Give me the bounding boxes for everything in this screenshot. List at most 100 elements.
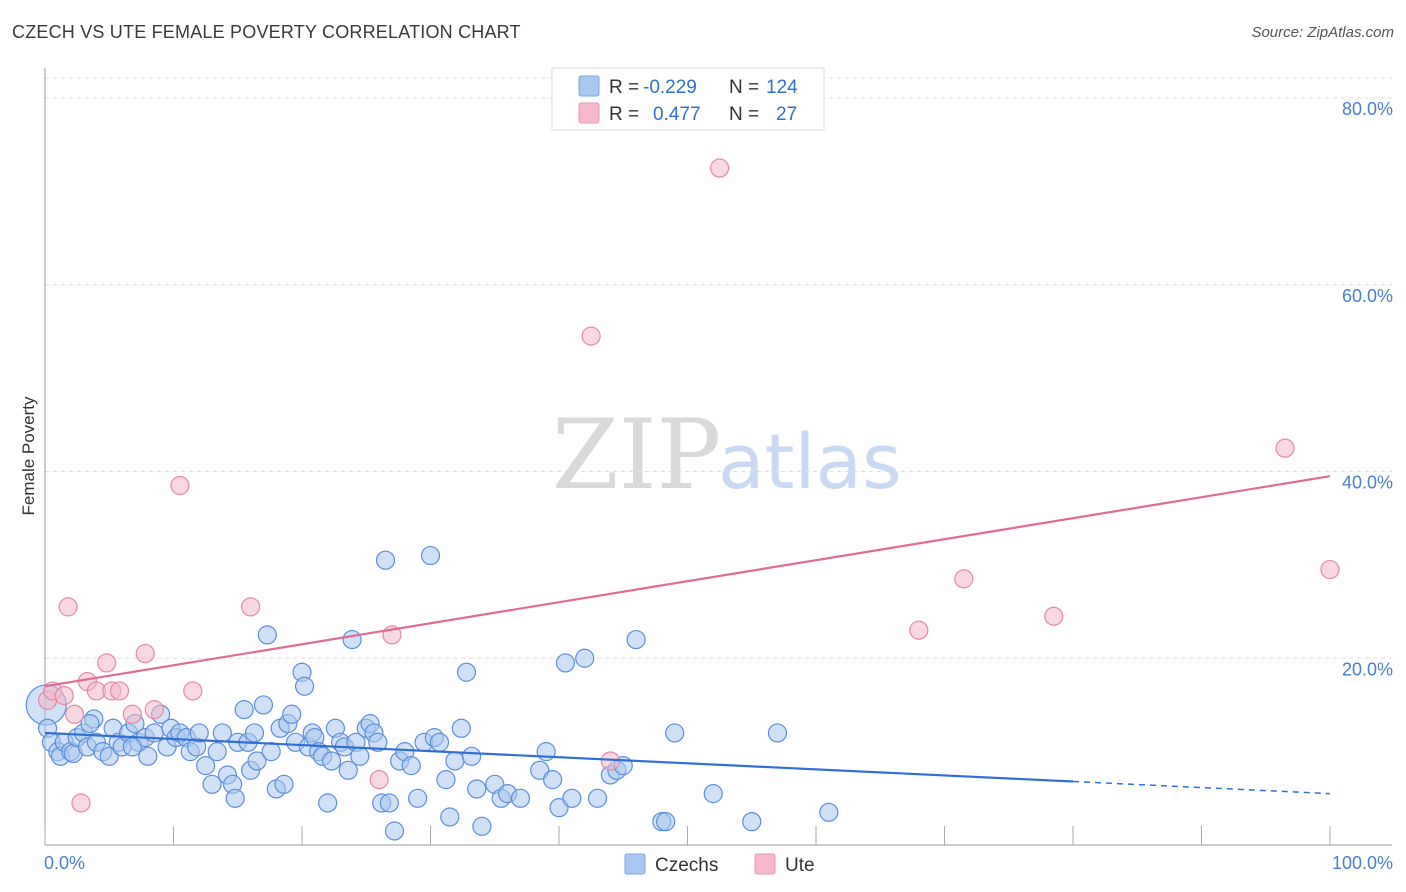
point-ute-26 (1320, 559, 1340, 580)
point-ute-19 (581, 326, 601, 346)
point-czechs-35 (207, 742, 227, 762)
point-czechs-103 (555, 653, 576, 673)
point-czechs-14 (99, 746, 119, 766)
bottom-legend-label-czechs: Czechs (655, 855, 718, 876)
y-tick-label-1: 40.0% (1342, 473, 1393, 493)
point-czechs-105 (575, 648, 595, 668)
point-czechs-41 (234, 700, 254, 720)
bottom-legend-label-ute: Ute (785, 855, 815, 876)
point-czechs-77 (379, 793, 399, 813)
legend-n-label-ute: N = (729, 104, 759, 125)
point-czechs-81 (401, 756, 421, 776)
point-czechs-32 (189, 723, 209, 743)
point-czechs-62 (318, 793, 338, 813)
point-czechs-118 (80, 714, 100, 734)
point-ute-23 (954, 569, 974, 589)
point-czechs-63 (321, 751, 342, 771)
point-czechs-36 (212, 723, 232, 743)
point-czechs-90 (451, 718, 471, 738)
legend-swatch-ute (578, 102, 600, 124)
point-ute-11 (122, 704, 142, 724)
point-czechs-76 (375, 550, 396, 570)
point-czechs-106 (587, 788, 608, 808)
legend-swatch-czechs (578, 75, 600, 97)
point-czechs-74 (368, 732, 388, 752)
point-czechs-98 (510, 788, 531, 808)
point-czechs-78 (384, 821, 405, 841)
chart-title: CZECH VS UTE FEMALE POVERTY CORRELATION … (12, 22, 521, 42)
tick-labels: 20.0% 40.0% 60.0% 80.0% 0.0% 100.0% (44, 99, 1393, 873)
point-ute-25 (1275, 438, 1295, 458)
point-czechs-67 (338, 760, 358, 780)
point-czechs-113 (703, 784, 723, 804)
point-czechs-87 (436, 770, 456, 790)
point-czechs-34 (202, 774, 222, 794)
point-czechs-48 (261, 742, 281, 762)
point-czechs-68 (342, 629, 362, 650)
top-legend: R = -0.229 N = 124 R = 0.477 N = 27 (551, 67, 825, 131)
point-czechs-84 (420, 545, 441, 566)
point-czechs-101 (542, 770, 563, 790)
point-czechs-51 (274, 774, 294, 794)
point-ute-10 (109, 681, 130, 701)
point-czechs-39 (225, 788, 245, 808)
point-czechs-33 (196, 756, 216, 776)
legend-n-value-czechs: 124 (766, 77, 798, 98)
point-ute-16 (241, 597, 261, 617)
point-czechs-112 (665, 723, 685, 743)
point-czechs-70 (350, 746, 370, 766)
point-ute-4 (64, 704, 85, 724)
point-czechs-56 (294, 676, 315, 696)
point-czechs-89 (445, 751, 465, 771)
y-axis-label: Female Poverty (19, 396, 38, 516)
legend-n-value-ute: 27 (776, 104, 797, 125)
point-czechs-53 (282, 704, 302, 724)
x-tick-label-1: 100.0% (1332, 853, 1393, 873)
point-czechs-92 (462, 746, 482, 766)
point-czechs-119 (122, 737, 142, 757)
legend-r-value-ute: 0.477 (653, 104, 701, 125)
bottom-legend: Czechs Ute (624, 853, 815, 876)
point-ute-2 (54, 685, 74, 706)
source-label: Source: ZipAtlas.com (1251, 24, 1394, 41)
point-czechs-94 (472, 816, 492, 836)
bottom-legend-swatch-ute (754, 853, 776, 875)
point-czechs-104 (562, 788, 582, 808)
watermark-zip: ZIP (552, 399, 721, 511)
bottom-legend-swatch-czechs (624, 853, 646, 875)
legend-r-label-czechs: R = (609, 77, 639, 98)
point-czechs-117 (656, 812, 676, 832)
point-ute-17 (369, 770, 389, 790)
point-czechs-86 (429, 732, 450, 752)
watermark-atlas: atlas (718, 417, 902, 506)
point-ute-8 (97, 653, 117, 673)
point-ute-22 (909, 620, 929, 640)
y-tick-label-2: 60.0% (1342, 286, 1393, 306)
point-czechs-47 (257, 625, 277, 645)
point-czechs-44 (244, 723, 265, 743)
point-ute-13 (144, 700, 164, 720)
point-czechs-46 (253, 695, 274, 715)
trend-lines (44, 475, 1331, 795)
point-czechs-93 (467, 779, 487, 799)
point-ute-24 (1044, 606, 1064, 626)
point-ute-15 (183, 681, 203, 701)
point-czechs-116 (819, 802, 839, 822)
y-tick-label-3: 80.0% (1342, 99, 1393, 119)
point-ute-14 (170, 475, 190, 496)
point-czechs-22 (138, 746, 158, 766)
legend-r-label-ute: R = (609, 104, 639, 125)
point-czechs-114 (742, 812, 762, 832)
point-czechs-110 (626, 629, 646, 650)
point-czechs-102 (549, 798, 569, 818)
x-tick-label-0: 0.0% (44, 853, 85, 873)
point-ute-3 (58, 597, 78, 617)
point-czechs-115 (767, 723, 788, 743)
point-ute-5 (71, 793, 91, 813)
legend-r-value-czechs: -0.229 (643, 77, 697, 98)
point-czechs-88 (440, 807, 460, 827)
trend-line-czechs (44, 731, 1074, 783)
point-czechs-91 (456, 662, 477, 682)
point-ute-12 (135, 643, 155, 664)
